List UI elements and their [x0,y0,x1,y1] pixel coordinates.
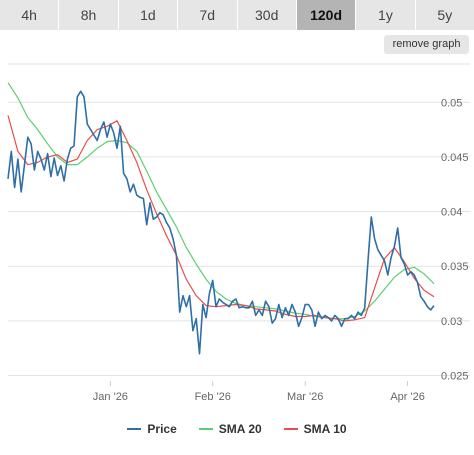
tab-1d[interactable]: 1d [119,0,179,30]
chart-legend: Price SMA 20 SMA 10 [0,419,474,439]
x-tick-label: Feb '26 [195,391,231,403]
y-tick-label: 0.05 [441,97,462,109]
x-axis-ticks: Jan '26 Feb '26 Mar '26 Apr '26 [93,381,425,403]
y-tick-label: 0.03 [441,316,462,328]
legend-swatch-sma10 [283,428,298,430]
price-chart: 0.025 0.03 0.035 0.04 0.045 0.05 Jan '26 Feb '… [7,63,470,403]
x-tick-label: Jan '26 [93,391,128,403]
grid-lines [8,63,470,377]
series-line-sma20 [7,82,435,320]
y-tick-label: 0.035 [441,261,469,273]
remove-graph-button[interactable]: remove graph [384,35,469,54]
legend-item-price[interactable]: Price [127,419,177,439]
tab-7d[interactable]: 7d [178,0,238,30]
legend-label-sma20: SMA 20 [218,422,262,436]
tab-5y[interactable]: 5y [437,7,453,23]
legend-item-sma10[interactable]: SMA 10 [283,419,347,439]
timeframe-tabs: 4h 8h 1d 7d 30d 120d 1y 5y [0,0,474,30]
legend-swatch-price [127,428,142,430]
y-tick-label: 0.025 [441,371,469,383]
chart-series [7,82,435,355]
y-tick-label: 0.04 [441,207,462,219]
legend-label-price: Price [147,422,177,436]
legend-item-sma20[interactable]: SMA 20 [198,419,262,439]
y-axis-ticks: 0.025 0.03 0.035 0.04 0.045 0.05 [441,97,469,382]
x-tick-label: Mar '26 [287,391,323,403]
tab-8h[interactable]: 8h [59,0,119,30]
legend-label-sma10: SMA 10 [303,422,347,436]
tab-4h[interactable]: 4h [0,0,60,30]
tab-1y[interactable]: 1y [356,0,416,30]
series-line-price [7,90,435,355]
tab-120d[interactable]: 120d [296,0,357,30]
y-tick-label: 0.045 [441,152,469,164]
legend-swatch-sma20 [198,428,213,430]
x-tick-label: Apr '26 [390,391,425,403]
series-line-sma10 [7,115,435,322]
tab-30d[interactable]: 30d [238,0,297,30]
